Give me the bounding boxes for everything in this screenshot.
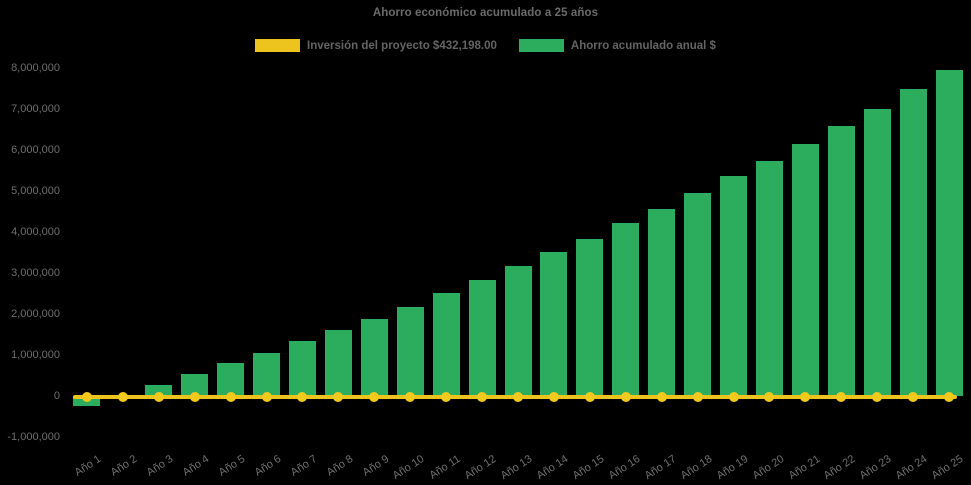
y-axis-label: 3,000,000 — [11, 266, 60, 279]
line-point — [764, 391, 775, 402]
x-axis-label: Año 11 — [427, 452, 463, 482]
x-axis-label: Año 24 — [893, 452, 930, 482]
line-point — [548, 391, 559, 402]
x-axis-label: Año 15 — [570, 452, 607, 482]
legend-item-ahorro[interactable]: Ahorro acumulado anual $ — [518, 39, 716, 52]
x-axis-label: Año 7 — [288, 452, 320, 479]
x-axis-label: Año 9 — [360, 452, 391, 479]
y-axis-label: -1,000,000 — [7, 430, 60, 443]
x-axis-label: Año 12 — [462, 452, 499, 482]
bar — [181, 373, 209, 396]
line-point — [81, 391, 92, 402]
bar — [288, 341, 316, 396]
x-axis-label: Año 16 — [606, 452, 643, 482]
line-point — [513, 391, 523, 402]
line-point — [477, 391, 488, 402]
line-point — [333, 391, 344, 402]
x-axis-label: Año 25 — [929, 452, 966, 482]
bar — [720, 176, 748, 396]
chart-title: Ahorro económico acumulado a 25 años — [372, 7, 599, 19]
x-axis-label: Año 17 — [642, 452, 679, 482]
line-point — [620, 391, 631, 402]
line-point — [405, 391, 416, 402]
legend-label-inversion: Inversión del proyecto $432,198.00 — [307, 39, 497, 52]
y-axis-label: 0 — [53, 389, 60, 402]
y-axis-label: 1,000,000 — [11, 348, 60, 361]
x-axis-label: Año 10 — [391, 452, 427, 482]
x-axis-label: Año 1 — [72, 452, 104, 479]
bar — [648, 209, 676, 396]
y-axis-label: 5,000,000 — [11, 185, 60, 198]
bar — [540, 252, 568, 396]
bar — [827, 126, 855, 396]
bar — [145, 385, 173, 396]
x-axis-label: Año 22 — [822, 452, 858, 482]
bar — [899, 89, 927, 396]
y-axis-label: 4,000,000 — [11, 226, 60, 238]
line-point — [189, 391, 200, 402]
line-point — [656, 391, 667, 402]
x-axis-label: Año 5 — [216, 452, 248, 479]
x-axis-label: Año 8 — [324, 452, 355, 479]
x-axis-label: Año 2 — [108, 452, 140, 479]
x-axis-label: Año 18 — [678, 452, 715, 482]
bar — [935, 69, 963, 396]
x-axis-label: Año 3 — [144, 452, 176, 479]
line-point — [584, 391, 595, 402]
y-axis-label: 7,000,000 — [11, 103, 60, 116]
line-point — [908, 391, 919, 402]
bar — [684, 193, 712, 396]
line-point — [800, 391, 811, 402]
line-point — [153, 391, 164, 402]
line-point — [872, 391, 883, 402]
legend-item-inversion[interactable]: Inversión del proyecto $432,198.00 — [255, 39, 497, 52]
bar — [755, 160, 783, 396]
y-axis-label: 8,000,000 — [11, 62, 60, 75]
x-axis-label: Año 4 — [180, 452, 212, 479]
line-point — [836, 391, 847, 402]
legend-swatch-inversion — [255, 39, 301, 52]
line-point — [369, 391, 380, 402]
bar — [432, 293, 460, 396]
bar — [468, 280, 496, 396]
x-axis-label: Año 23 — [857, 452, 894, 482]
bar — [360, 319, 388, 396]
chart-legend: Inversión del proyecto $432,198.00 Ahorr… — [0, 39, 971, 52]
line-point — [117, 391, 128, 402]
bar — [217, 363, 245, 396]
x-axis-label: Año 21 — [786, 452, 822, 482]
legend-label-ahorro: Ahorro acumulado anual $ — [570, 39, 716, 52]
legend-swatch-ahorro — [518, 39, 564, 52]
line-point — [692, 391, 703, 402]
x-axis-label: Año 14 — [534, 452, 571, 482]
bar — [324, 330, 352, 396]
bar — [504, 266, 532, 396]
bar — [253, 353, 281, 396]
line-point — [261, 391, 272, 402]
line-point — [728, 391, 739, 402]
line-point — [225, 391, 236, 402]
x-axis-label: Año 19 — [714, 452, 751, 482]
bar — [612, 223, 640, 396]
y-axis-label: 2,000,000 — [11, 307, 60, 320]
line-point — [441, 391, 452, 402]
x-axis-label: Año 13 — [498, 452, 535, 482]
bar — [576, 238, 604, 396]
line-point — [297, 391, 308, 402]
x-axis-label: Año 20 — [750, 452, 786, 482]
y-axis-label: 6,000,000 — [11, 144, 60, 157]
bar — [863, 108, 891, 396]
bar — [791, 143, 819, 396]
x-axis-label: Año 6 — [252, 452, 284, 479]
line-point — [944, 391, 955, 402]
bar — [396, 306, 424, 396]
